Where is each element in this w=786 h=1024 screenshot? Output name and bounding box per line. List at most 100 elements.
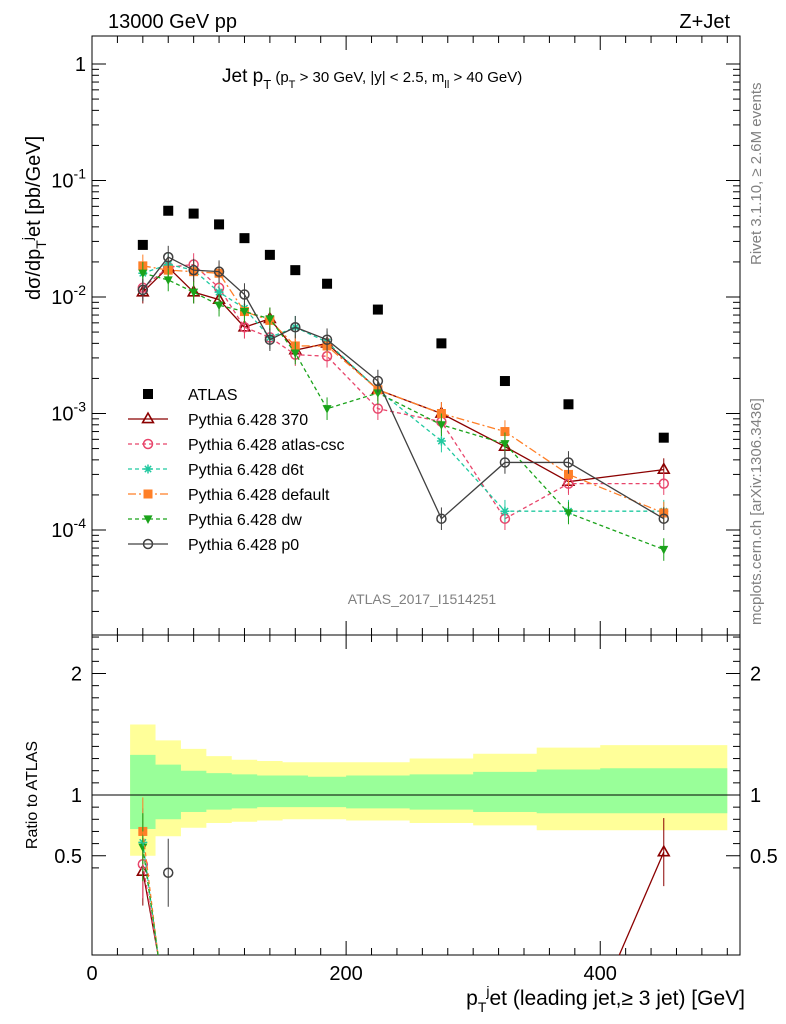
green-band	[130, 754, 728, 830]
data-point	[656, 462, 671, 474]
ratio-y-tick-label-right: 2	[750, 664, 761, 686]
data-point	[500, 427, 510, 437]
x-tick-label: 0	[86, 963, 97, 985]
ratio-y-tick-label-right: 1	[750, 785, 761, 807]
ratio-line-segment	[142, 864, 159, 956]
ratio-uncertainty-bands	[130, 724, 728, 856]
legend-entry: ATLAS	[143, 387, 238, 404]
mcplots-label: mcplots.cern.ch [arXiv:1306.3436]	[748, 398, 765, 625]
data-point	[436, 338, 447, 349]
data-point	[658, 432, 669, 443]
data-point	[372, 375, 384, 387]
ratio-line-segment	[618, 851, 665, 956]
legend-label: Pythia 6.428 d6t	[188, 462, 304, 479]
legend-label: Pythia 6.428 dw	[188, 512, 302, 529]
data-point	[163, 205, 174, 216]
legend-entry: Pythia 6.428 p0	[128, 537, 299, 554]
data-point	[321, 334, 333, 345]
data-point	[214, 301, 224, 311]
data-point	[658, 513, 670, 524]
data-point	[436, 421, 446, 430]
header-right: Z+Jet	[679, 11, 730, 33]
data-point	[499, 376, 510, 387]
ratio-points-layer	[136, 797, 671, 956]
x-axis-label: pTjet (leading jet,≥ 3 jet) [GeV]	[466, 983, 745, 1015]
legend-entry: Pythia 6.428 dw	[128, 512, 302, 529]
main-y-tick-label: 10-3	[51, 399, 86, 426]
series-atlas	[137, 205, 669, 443]
series-pythia-6-428-dw	[138, 261, 669, 561]
legend-entry: Pythia 6.428 atlas-csc	[128, 437, 345, 454]
legend: ATLAS Pythia 6.428 370 Pythia 6.428 atlas-…	[128, 387, 345, 554]
data-point	[239, 307, 249, 317]
data-point	[163, 276, 173, 285]
data-point	[372, 304, 383, 315]
data-point	[436, 513, 447, 524]
data-point	[500, 506, 510, 516]
legend-entry: Pythia 6.428 370	[128, 411, 308, 429]
data-point	[265, 315, 275, 324]
ratio-axes: 0.5 0.5 1 1 2 2 0 200 400	[54, 634, 778, 985]
data-point	[563, 457, 574, 468]
data-point	[264, 334, 276, 345]
data-point	[563, 469, 573, 479]
ratio-y-tick-label: 2	[71, 664, 82, 686]
data-point	[264, 249, 275, 260]
legend-marker	[142, 538, 154, 550]
data-point	[214, 219, 225, 230]
data-point	[322, 405, 332, 414]
data-point	[290, 321, 301, 333]
data-point	[563, 509, 573, 518]
legend-marker	[143, 489, 153, 499]
data-point	[500, 440, 510, 449]
rivet-version-label: Rivet 3.1.10, ≥ 2.6M events	[748, 83, 765, 266]
legend-marker	[143, 464, 153, 474]
main-y-tick-label: 10-2	[51, 282, 86, 309]
main-y-axis-label: dσ/dpTjet [pb/GeV]	[19, 136, 49, 300]
data-point	[239, 289, 250, 300]
series-pythia-6-428-p0	[137, 245, 670, 530]
data-point	[290, 349, 300, 359]
data-point	[239, 233, 250, 244]
data-point	[213, 266, 225, 277]
main-y-tick-label: 1	[75, 54, 86, 76]
main-axes: 10-4 10-3 10-2 10-1 1	[51, 35, 741, 636]
data-point	[214, 287, 224, 297]
data-point	[137, 284, 149, 296]
data-point	[137, 239, 148, 250]
legend-marker	[141, 411, 155, 424]
x-tick-label: 200	[329, 963, 362, 985]
data-point	[322, 278, 333, 289]
main-y-tick-label: 10-1	[51, 166, 86, 193]
main-plot-title: Jet pT (pT > 30 GeV, |y| < 2.5, mll > 40…	[222, 66, 522, 92]
analysis-watermark: ATLAS_2017_I1514251	[348, 591, 497, 607]
data-point	[290, 265, 301, 276]
ratio-point	[656, 844, 671, 857]
main-series-layer	[136, 205, 671, 561]
data-point	[499, 457, 511, 468]
legend-label: Pythia 6.428 370	[188, 412, 308, 429]
data-point	[188, 208, 199, 219]
header-left: 13000 GeV pp	[108, 11, 237, 33]
legend-label: ATLAS	[188, 387, 238, 404]
legend-marker	[142, 438, 154, 450]
legend-entry: Pythia 6.428 default	[128, 487, 330, 504]
ratio-point	[162, 867, 174, 879]
main-y-tick-label: 10-4	[51, 515, 86, 542]
ratio-y-tick-label-right: 0.5	[750, 846, 778, 868]
data-point	[138, 269, 148, 279]
data-point	[373, 389, 383, 398]
data-point	[188, 264, 199, 276]
data-point	[436, 436, 446, 446]
legend-marker	[143, 389, 153, 399]
ratio-y-tick-label: 1	[71, 785, 82, 807]
data-point	[189, 288, 199, 298]
data-point	[162, 251, 174, 263]
legend-entry: Pythia 6.428 d6t	[128, 462, 304, 479]
data-point	[659, 545, 669, 555]
legend-marker	[143, 515, 153, 524]
data-point	[658, 478, 670, 489]
legend-label: Pythia 6.428 default	[188, 487, 330, 504]
ratio-y-tick-label: 0.5	[54, 846, 82, 868]
